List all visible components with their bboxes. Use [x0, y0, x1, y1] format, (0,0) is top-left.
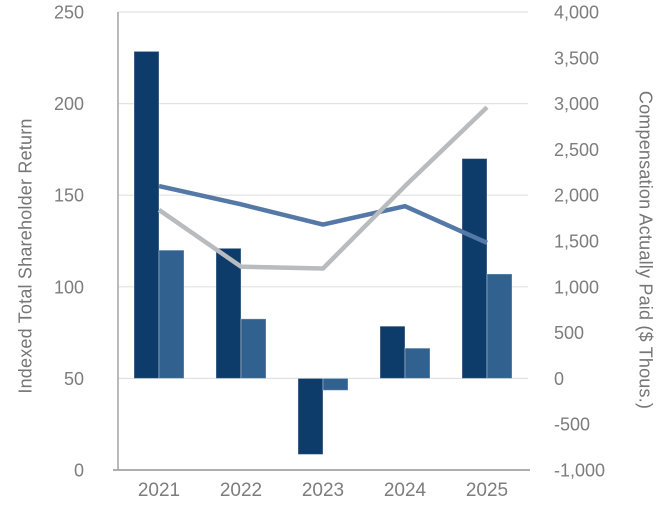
right-axis-tick-label: 1,000 [554, 277, 599, 297]
left-axis-tick-label: 100 [54, 277, 84, 297]
right-axis-tick-label: 2,000 [554, 186, 599, 206]
light-blue-bars-2023 [322, 377, 349, 391]
left-axis-tick-label: 200 [54, 94, 84, 114]
light-blue-bars-2025 [486, 273, 513, 379]
x-axis-category-label: 2024 [384, 480, 427, 501]
right-axis-tick-label: -500 [554, 415, 590, 435]
right-axis-tick-label: 3,500 [554, 48, 599, 68]
right-axis-title: Compensation Actually Paid ($ Thous.) [635, 90, 656, 410]
x-axis-category-label: 2023 [302, 480, 344, 501]
right-axis-tick-label: 4,000 [554, 3, 599, 23]
left-axis-tick-label: 150 [54, 186, 84, 206]
left-axis-tick-label: 250 [54, 3, 84, 23]
right-axis-tick-label: 2,500 [554, 140, 599, 160]
left-axis-tick-label: 0 [74, 461, 84, 481]
left-axis-title: Indexed Total Shareholder Return [15, 118, 36, 394]
light-blue-bars-2022 [240, 318, 267, 379]
dark-blue-bars-2022 [215, 247, 242, 379]
right-axis-tick-label: 1,500 [554, 232, 599, 252]
x-axis-category-label: 2021 [138, 480, 180, 501]
right-axis-tick-label: 500 [554, 323, 584, 343]
dark-blue-bars-2024 [379, 325, 406, 379]
right-axis-tick-label: 0 [554, 369, 564, 389]
right-axis-tick-label: -1,000 [554, 461, 605, 481]
blue-line [158, 183, 488, 245]
dark-blue-bars-2021 [133, 50, 160, 379]
x-axis-category-label: 2025 [466, 480, 508, 501]
gray-line [157, 105, 489, 271]
dark-blue-bars-2023 [297, 377, 324, 455]
right-axis-tick-label: 3,000 [554, 94, 599, 114]
light-blue-bars-2024 [404, 347, 431, 379]
dark-blue-bars-2025 [461, 158, 488, 379]
light-blue-bars-2021 [158, 249, 185, 379]
x-axis-category-label: 2022 [220, 480, 262, 501]
left-axis-tick-label: 50 [64, 369, 84, 389]
